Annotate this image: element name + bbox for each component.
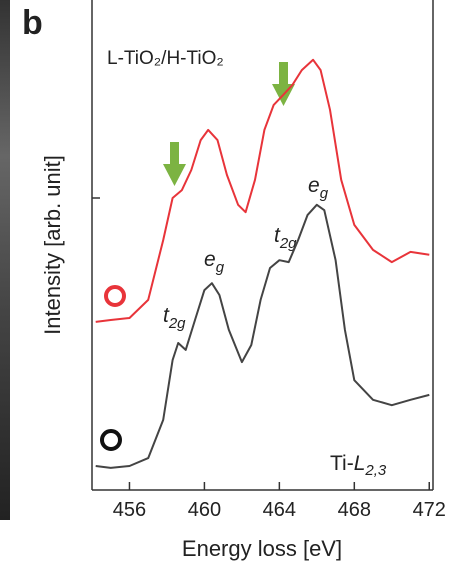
panel-label: b bbox=[22, 4, 43, 42]
axes bbox=[91, 0, 434, 491]
x-tick-label: 456 bbox=[113, 499, 146, 521]
image-strip bbox=[0, 0, 10, 520]
x-tick-label: 464 bbox=[263, 499, 296, 521]
peak-label: t2g bbox=[274, 224, 297, 252]
edge-sub: 2,3 bbox=[364, 462, 387, 479]
spectrum-line bbox=[95, 203, 430, 469]
peak-label: eg bbox=[204, 248, 225, 276]
spectrum-line bbox=[95, 58, 430, 323]
peak-base: e bbox=[308, 174, 320, 197]
peak-label: t2g bbox=[163, 304, 186, 332]
arrow bbox=[163, 142, 186, 186]
peak-base: e bbox=[204, 248, 216, 271]
edge-label: Ti-L2,3 bbox=[330, 452, 387, 479]
x-tick-label: 472 bbox=[413, 499, 446, 521]
peak-sub: 2g bbox=[279, 235, 297, 252]
edge-italic: L bbox=[354, 452, 366, 475]
series-marker bbox=[104, 285, 126, 307]
x-axis-label: Energy loss [eV] bbox=[182, 536, 342, 561]
series-marker bbox=[100, 429, 122, 451]
peak-base: t bbox=[274, 224, 281, 247]
peak-base: t bbox=[163, 304, 170, 327]
peak-sub: g bbox=[216, 259, 225, 276]
arrow bbox=[272, 62, 295, 106]
y-axis-label: Intensity [arb. unit] bbox=[40, 155, 65, 335]
x-tick-label: 468 bbox=[338, 499, 371, 521]
x-tick-label: 460 bbox=[188, 499, 221, 521]
edge-base: Ti- bbox=[330, 452, 354, 475]
peak-sub: 2g bbox=[168, 315, 186, 332]
peak-sub: g bbox=[320, 185, 329, 202]
peak-label: eg bbox=[308, 174, 329, 202]
chart-title: L-TiO₂/H-TiO₂ bbox=[107, 48, 224, 69]
